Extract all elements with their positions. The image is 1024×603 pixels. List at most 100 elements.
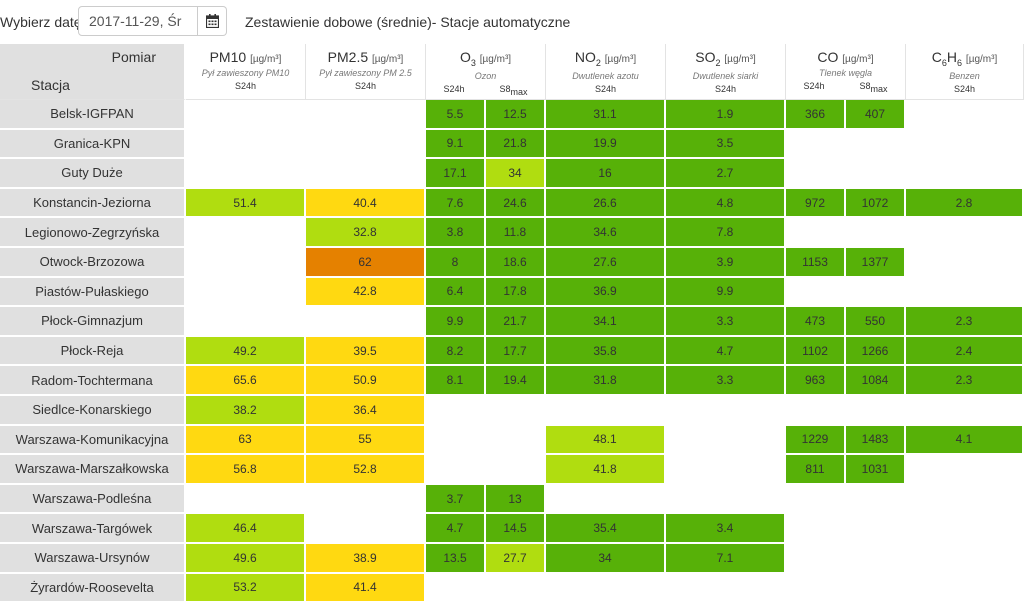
station-name[interactable]: Otwock-Brzozowa bbox=[0, 247, 186, 278]
measurement-cell[interactable]: 11.8 bbox=[486, 218, 546, 248]
measurement-cell[interactable]: 3.5 bbox=[666, 129, 786, 160]
measurement-cell[interactable]: 53.2 bbox=[186, 573, 306, 603]
measurement-cell[interactable]: 407 bbox=[846, 100, 906, 130]
measurement-cell[interactable]: 13.5 bbox=[426, 543, 486, 574]
station-name[interactable]: Płock-Reja bbox=[0, 336, 186, 367]
measurement-cell[interactable]: 52.8 bbox=[306, 455, 426, 485]
station-name[interactable]: Legionowo-Zegrzyńska bbox=[0, 218, 186, 248]
measurement-cell[interactable]: 36.9 bbox=[546, 277, 666, 308]
measurement-cell[interactable]: 18.6 bbox=[486, 247, 546, 278]
measurement-cell[interactable]: 24.6 bbox=[486, 188, 546, 219]
measurement-cell[interactable]: 63 bbox=[186, 425, 306, 456]
measurement-cell[interactable]: 3.3 bbox=[666, 307, 786, 337]
station-name[interactable]: Guty Duże bbox=[0, 159, 186, 189]
station-name[interactable]: Żyrardów-Roosevelta bbox=[0, 573, 186, 603]
measurement-cell[interactable]: 34 bbox=[546, 543, 666, 574]
column-header-o3[interactable]: O3 [µg/m³] Ozon S24h S8max bbox=[426, 44, 546, 100]
measurement-cell[interactable]: 34.1 bbox=[546, 307, 666, 337]
measurement-cell[interactable]: 2.4 bbox=[906, 336, 1024, 367]
measurement-cell[interactable]: 8.2 bbox=[426, 336, 486, 367]
station-name[interactable]: Belsk-IGFPAN bbox=[0, 100, 186, 130]
column-header-c6h6[interactable]: C6H6 [µg/m³] Benzen S24h bbox=[906, 44, 1024, 100]
measurement-cell[interactable]: 7.6 bbox=[426, 188, 486, 219]
measurement-cell[interactable]: 41.4 bbox=[306, 573, 426, 603]
measurement-cell[interactable]: 31.1 bbox=[546, 100, 666, 130]
measurement-cell[interactable]: 2.3 bbox=[906, 366, 1024, 396]
measurement-cell[interactable]: 7.8 bbox=[666, 218, 786, 248]
measurement-cell[interactable]: 4.7 bbox=[666, 336, 786, 367]
measurement-cell[interactable]: 49.6 bbox=[186, 543, 306, 574]
measurement-cell[interactable]: 17.8 bbox=[486, 277, 546, 308]
calendar-button[interactable] bbox=[198, 6, 227, 36]
station-name[interactable]: Siedlce-Konarskiego bbox=[0, 395, 186, 426]
measurement-cell[interactable]: 50.9 bbox=[306, 366, 426, 396]
measurement-cell[interactable]: 16 bbox=[546, 159, 666, 189]
measurement-cell[interactable]: 26.6 bbox=[546, 188, 666, 219]
station-name[interactable]: Płock-Gimnazjum bbox=[0, 307, 186, 337]
measurement-cell[interactable]: 27.7 bbox=[486, 543, 546, 574]
measurement-cell[interactable]: 4.7 bbox=[426, 514, 486, 544]
station-name[interactable]: Warszawa-Ursynów bbox=[0, 543, 186, 574]
measurement-cell[interactable]: 39.5 bbox=[306, 336, 426, 367]
measurement-cell[interactable]: 6.4 bbox=[426, 277, 486, 308]
measurement-cell[interactable]: 32.8 bbox=[306, 218, 426, 248]
measurement-cell[interactable]: 9.9 bbox=[666, 277, 786, 308]
measurement-cell[interactable]: 1153 bbox=[786, 247, 846, 278]
station-name[interactable]: Warszawa-Podleśna bbox=[0, 484, 186, 515]
measurement-cell[interactable]: 62 bbox=[306, 247, 426, 278]
measurement-cell[interactable]: 17.7 bbox=[486, 336, 546, 367]
measurement-cell[interactable]: 14.5 bbox=[486, 514, 546, 544]
measurement-cell[interactable]: 17.1 bbox=[426, 159, 486, 189]
measurement-cell[interactable]: 1072 bbox=[846, 188, 906, 219]
measurement-cell[interactable]: 55 bbox=[306, 425, 426, 456]
measurement-cell[interactable]: 49.2 bbox=[186, 336, 306, 367]
measurement-cell[interactable]: 7.1 bbox=[666, 543, 786, 574]
measurement-cell[interactable]: 1266 bbox=[846, 336, 906, 367]
measurement-cell[interactable]: 8.1 bbox=[426, 366, 486, 396]
measurement-cell[interactable]: 38.9 bbox=[306, 543, 426, 574]
measurement-cell[interactable]: 2.8 bbox=[906, 188, 1024, 219]
measurement-cell[interactable]: 40.4 bbox=[306, 188, 426, 219]
measurement-cell[interactable]: 550 bbox=[846, 307, 906, 337]
measurement-cell[interactable]: 34.6 bbox=[546, 218, 666, 248]
measurement-cell[interactable]: 1377 bbox=[846, 247, 906, 278]
measurement-cell[interactable]: 1229 bbox=[786, 425, 846, 456]
station-name[interactable]: Warszawa-Marszałkowska bbox=[0, 455, 186, 485]
measurement-cell[interactable]: 38.2 bbox=[186, 395, 306, 426]
measurement-cell[interactable]: 42.8 bbox=[306, 277, 426, 308]
column-header-so2[interactable]: SO2 [µg/m³] Dwutlenek siarki S24h bbox=[666, 44, 786, 100]
measurement-cell[interactable]: 3.9 bbox=[666, 247, 786, 278]
measurement-cell[interactable]: 3.8 bbox=[426, 218, 486, 248]
measurement-cell[interactable]: 1.9 bbox=[666, 100, 786, 130]
measurement-cell[interactable]: 473 bbox=[786, 307, 846, 337]
measurement-cell[interactable]: 19.9 bbox=[546, 129, 666, 160]
measurement-cell[interactable]: 46.4 bbox=[186, 514, 306, 544]
measurement-cell[interactable]: 1102 bbox=[786, 336, 846, 367]
measurement-cell[interactable]: 1031 bbox=[846, 455, 906, 485]
station-name[interactable]: Warszawa-Komunikacyjna bbox=[0, 425, 186, 456]
measurement-cell[interactable]: 3.3 bbox=[666, 366, 786, 396]
station-name[interactable]: Piastów-Pułaskiego bbox=[0, 277, 186, 308]
measurement-cell[interactable]: 35.8 bbox=[546, 336, 666, 367]
station-name[interactable]: Granica-KPN bbox=[0, 129, 186, 160]
measurement-cell[interactable]: 4.1 bbox=[906, 425, 1024, 456]
column-header-pm25[interactable]: PM2.5 [µg/m³] Pył zawieszony PM 2.5 S24h bbox=[306, 44, 426, 100]
measurement-cell[interactable]: 48.1 bbox=[546, 425, 666, 456]
station-name[interactable]: Konstancin-Jeziorna bbox=[0, 188, 186, 219]
station-name[interactable]: Warszawa-Targówek bbox=[0, 514, 186, 544]
measurement-cell[interactable]: 51.4 bbox=[186, 188, 306, 219]
measurement-cell[interactable]: 21.7 bbox=[486, 307, 546, 337]
measurement-cell[interactable]: 4.8 bbox=[666, 188, 786, 219]
measurement-cell[interactable]: 65.6 bbox=[186, 366, 306, 396]
measurement-cell[interactable]: 2.3 bbox=[906, 307, 1024, 337]
measurement-cell[interactable]: 41.8 bbox=[546, 455, 666, 485]
measurement-cell[interactable]: 8 bbox=[426, 247, 486, 278]
measurement-cell[interactable]: 2.7 bbox=[666, 159, 786, 189]
measurement-cell[interactable]: 21.8 bbox=[486, 129, 546, 160]
measurement-cell[interactable]: 56.8 bbox=[186, 455, 306, 485]
measurement-cell[interactable]: 31.8 bbox=[546, 366, 666, 396]
column-header-co[interactable]: CO [µg/m³] Tlenek węgla S24h S8max bbox=[786, 44, 906, 100]
measurement-cell[interactable]: 5.5 bbox=[426, 100, 486, 130]
measurement-cell[interactable]: 1084 bbox=[846, 366, 906, 396]
column-header-pm10[interactable]: PM10 [µg/m³] Pył zawieszony PM10 S24h bbox=[186, 44, 306, 100]
